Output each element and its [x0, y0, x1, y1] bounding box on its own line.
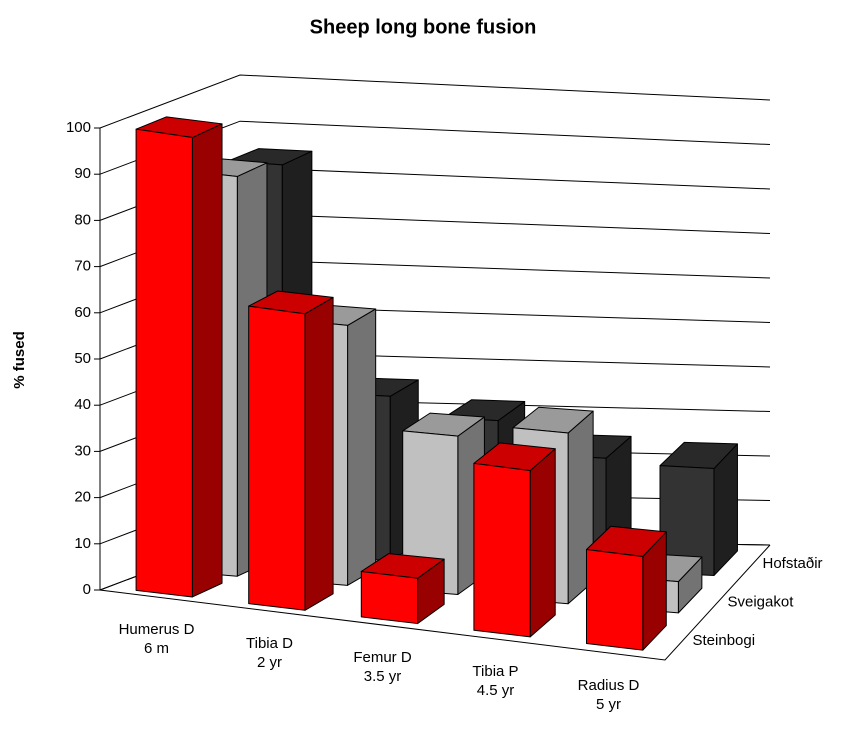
x-tick-label: Humerus D	[119, 621, 195, 638]
legend-label: Steinbogi	[693, 632, 756, 649]
y-tick-label: 80	[74, 211, 91, 228]
bar-side	[347, 308, 377, 586]
y-tick-label: 30	[74, 442, 91, 459]
bar	[135, 128, 193, 598]
y-tick-label: 70	[74, 258, 91, 275]
x-tick-label: Radius D	[578, 677, 640, 694]
x-tick-label: Femur D	[353, 649, 412, 666]
y-tick-label: 100	[66, 119, 91, 136]
y-tick-label: 40	[74, 396, 91, 413]
bar-side	[304, 296, 334, 611]
bar	[585, 549, 644, 651]
y-axis-label: % fused	[11, 331, 28, 389]
x-tick-label: Tibia P	[472, 663, 518, 680]
y-tick-label: 50	[74, 350, 91, 367]
grid-line	[99, 74, 771, 129]
legend-label: Sveigakot	[728, 593, 795, 610]
bar	[248, 305, 306, 611]
y-tick-label: 20	[74, 489, 91, 506]
x-tick-label: 6 m	[144, 640, 169, 657]
x-tick-label: 3.5 yr	[364, 668, 402, 685]
y-tick-label: 90	[74, 165, 91, 182]
bar-side	[191, 123, 223, 598]
y-tick-label: 0	[83, 581, 91, 598]
bar	[473, 462, 531, 638]
chart-title: Sheep long bone fusion	[310, 16, 537, 38]
x-tick-label: 2 yr	[257, 654, 282, 671]
y-tick-label: 10	[74, 535, 91, 552]
bar-side	[529, 448, 556, 638]
x-tick-label: 4.5 yr	[477, 682, 515, 699]
y-tick-label: 60	[74, 304, 91, 321]
bar	[360, 570, 419, 625]
x-tick-label: Tibia D	[246, 635, 293, 652]
x-tick-label: 5 yr	[596, 696, 621, 713]
legend-label: Hofstaðir	[763, 555, 823, 572]
